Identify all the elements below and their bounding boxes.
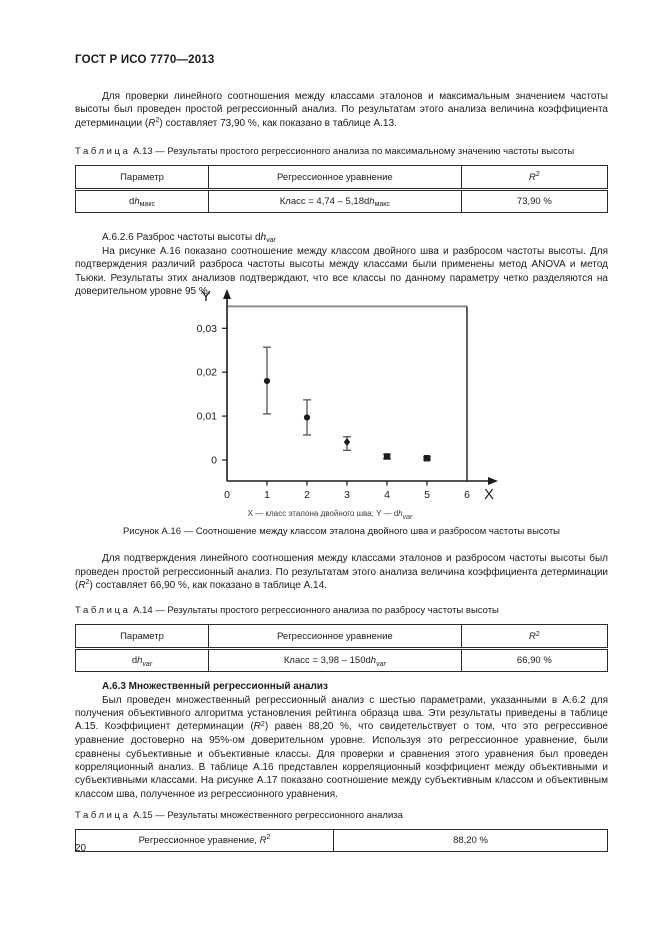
svg-text:X: X <box>484 486 494 503</box>
table-a15: Регрессионное уравнение, R2 88,20 % <box>74 828 608 852</box>
table-row: dhмакс Класс = 4,74 – 5,18dhмакс 73,90 % <box>75 188 609 213</box>
figure-a16-chart: 0 1 2 3 4 5 6 0 0,01 0,02 0,03 Y X <box>197 288 498 503</box>
svg-text:3: 3 <box>344 489 350 501</box>
table-a15-cell-value: 88,20 % <box>333 828 608 852</box>
table-caption-number: А.14 <box>133 605 153 617</box>
figure-a16-legend: X — класс эталона двойного шва; Y — dhva… <box>247 509 413 521</box>
table-a13-cell-parameter: dhмакс <box>75 188 209 213</box>
svg-text:2: 2 <box>304 489 310 501</box>
table-caption-title: Результаты простого регрессионного анали… <box>167 145 575 157</box>
table-caption-word: Таблица <box>75 809 131 821</box>
table-a13-cell-r2: 73,90 % <box>460 188 609 213</box>
svg-text:0,03: 0,03 <box>197 323 218 335</box>
svg-text:6: 6 <box>464 489 470 501</box>
table-caption-title: Результаты множественного регрессионного… <box>167 809 403 821</box>
figure-caption-dash: — <box>183 526 194 538</box>
table-a15-caption: Таблица А.15 — Результаты множественного… <box>75 810 608 822</box>
table-a14-caption: Таблица А.14 — Результаты простого регре… <box>75 605 608 617</box>
table-caption-dash: — <box>155 145 165 157</box>
figure-a16-caption: Рисунок А.16 — Соотношение между классом… <box>75 526 608 538</box>
paragraph-regression-a14: Для подтверждения линейного соотношения … <box>75 553 608 591</box>
table-a14-cell-equation: Класс = 3,98 – 150dhvar <box>208 648 462 673</box>
figure-caption-label: Рисунок А.16 <box>122 526 181 538</box>
svg-text:5: 5 <box>424 489 430 501</box>
table-a15-cell-equation-r2: Регрессионное уравнение, R2 <box>74 828 335 852</box>
table-a14-header-parameter: Параметр <box>75 624 209 651</box>
table-a14-cell-r2: 66,90 % <box>460 648 609 673</box>
svg-text:4: 4 <box>384 489 390 501</box>
table-a13-header-parameter: Параметр <box>75 164 209 191</box>
figure-caption-title: Соотношение между классом эталона двойно… <box>195 526 561 538</box>
svg-text:0,01: 0,01 <box>197 411 218 423</box>
table-a14-header-row: Параметр Регрессионное уравнение R2 <box>75 624 609 651</box>
table-row: Регрессионное уравнение, R2 88,20 % <box>74 828 608 852</box>
table-caption-word: Таблица <box>75 145 131 157</box>
table-row: dhvar Класс = 3,98 – 150dhvar 66,90 % <box>75 648 609 673</box>
section-heading-a63: А.6.3 Множественный регрессионный анализ <box>102 681 328 693</box>
paragraph-multiple-regression: Был проведен множественный регрессионный… <box>75 694 608 800</box>
paragraph-anova: На рисунке А.16 показано соотношение меж… <box>75 246 608 298</box>
table-a14-header-equation: Регрессионное уравнение <box>208 624 462 651</box>
svg-text:0: 0 <box>224 489 230 501</box>
svg-text:Y: Y <box>201 288 211 305</box>
figure-a16: 0 1 2 3 4 5 6 0 0,01 0,02 0,03 Y X X — класс эталона… <box>150 286 510 521</box>
table-a13-header-equation: Регрессионное уравнение <box>208 164 462 191</box>
paragraph-regression-a13: Для проверки линейного соотношения между… <box>75 91 608 129</box>
svg-text:0,02: 0,02 <box>197 367 218 379</box>
page-number: 20 <box>75 843 87 854</box>
svg-text:0: 0 <box>211 455 217 467</box>
table-a14-cell-parameter: dhvar <box>75 648 209 673</box>
svg-text:1: 1 <box>264 489 270 501</box>
table-a13-header-row: Параметр Регрессионное уравнение R2 <box>75 164 609 191</box>
table-caption-word: Таблица <box>75 605 131 617</box>
table-a13-cell-equation: Класс = 4,74 – 5,18dhмакс <box>208 188 462 213</box>
table-a13: Параметр Регрессионное уравнение R2 dhма… <box>75 164 609 213</box>
table-a14-header-r2: R2 <box>460 624 609 651</box>
section-heading-a626: А.6.2.6 Разброс частоты высоты dhvar <box>102 231 276 245</box>
table-a13-caption: Таблица А.13 — Результаты простого регре… <box>75 146 608 158</box>
document-title: ГОСТ Р ИСО 7770—2013 <box>75 54 215 66</box>
table-caption-dash: — <box>155 605 165 617</box>
table-caption-number: А.13 <box>133 145 153 157</box>
page-content: ГОСТ Р ИСО 7770—2013 Для проверки линейн… <box>74 0 609 852</box>
table-caption-title: Результаты простого регрессионного анали… <box>167 605 499 617</box>
table-a14: Параметр Регрессионное уравнение R2 dhva… <box>75 624 609 673</box>
table-caption-dash: — <box>155 809 165 821</box>
table-caption-number: А.15 <box>133 809 153 821</box>
table-a13-header-r2: R2 <box>460 164 609 191</box>
